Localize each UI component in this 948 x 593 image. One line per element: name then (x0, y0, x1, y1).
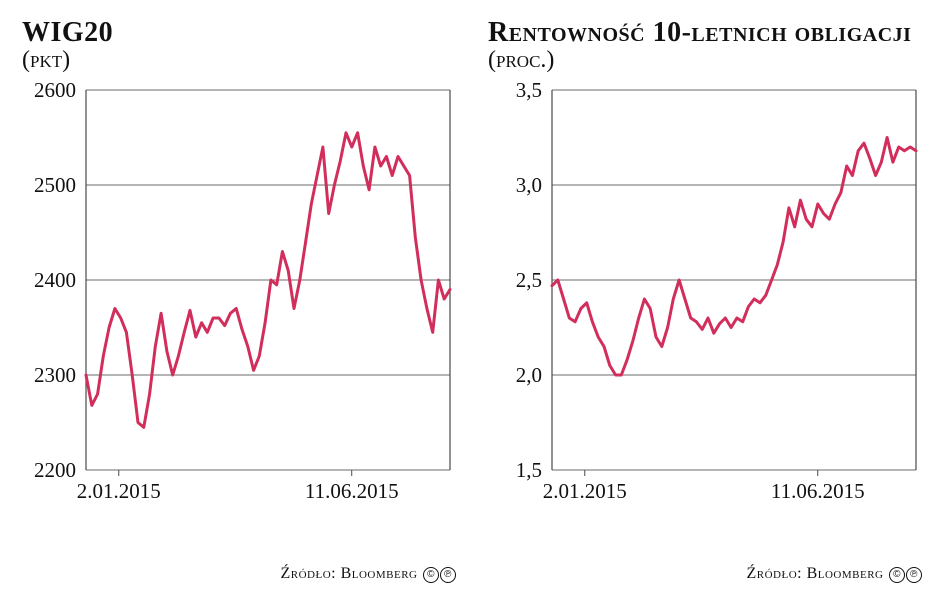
source-text: Źródło: Bloomberg (746, 565, 883, 582)
svg-text:11.06.2015: 11.06.2015 (305, 479, 399, 503)
svg-text:2.01.2015: 2.01.2015 (77, 479, 161, 503)
chart-bond10y: 1,5 2,0 2,5 3,0 3,5 2.01.2015 11.06.2015 (488, 82, 928, 561)
chart-wig20: 2200 2300 2400 2500 2600 2.01.2015 11.06.2015 (22, 82, 462, 561)
title-block-bond: Rentowność 10-letnich obligacji (proc.) (488, 18, 928, 82)
panel-wig20: WIG20 (pkt) 2200 2300 2400 2500 2600 2.01.201… (22, 18, 462, 583)
chart-svg-bond10y: 1,5 2,0 2,5 3,0 3,5 2.01.2015 11.06.2015 (488, 82, 928, 512)
source-line: Źródło: Bloomberg ©℗ (488, 561, 928, 583)
svg-text:2200: 2200 (34, 458, 76, 482)
phonogram-icon: ℗ (440, 567, 456, 583)
svg-text:2400: 2400 (34, 268, 76, 292)
chart-unit: (proc.) (488, 47, 554, 73)
svg-text:1,5: 1,5 (516, 458, 542, 482)
source-line: Źródło: Bloomberg ©℗ (22, 561, 462, 583)
svg-text:2,5: 2,5 (516, 268, 542, 292)
svg-text:2600: 2600 (34, 82, 76, 102)
copyright-icon: © (889, 567, 905, 583)
svg-text:3,5: 3,5 (516, 82, 542, 102)
source-text: Źródło: Bloomberg (280, 565, 417, 582)
svg-text:11.06.2015: 11.06.2015 (771, 479, 865, 503)
panel-bond10y: Rentowność 10-letnich obligacji (proc.) … (488, 18, 928, 583)
svg-text:2.01.2015: 2.01.2015 (543, 479, 627, 503)
svg-text:2300: 2300 (34, 363, 76, 387)
svg-text:2,0: 2,0 (516, 363, 542, 387)
phonogram-icon: ℗ (906, 567, 922, 583)
figure-page: WIG20 (pkt) 2200 2300 2400 2500 2600 2.01.201… (0, 0, 948, 593)
svg-text:3,0: 3,0 (516, 173, 542, 197)
chart-unit: (pkt) (22, 47, 70, 73)
chart-svg-wig20: 2200 2300 2400 2500 2600 2.01.2015 11.06.2015 (22, 82, 462, 512)
title-block-wig20: WIG20 (pkt) (22, 18, 462, 82)
chart-title: Rentowność 10-letnich obligacji (488, 17, 911, 48)
svg-text:2500: 2500 (34, 173, 76, 197)
copyright-icon: © (423, 567, 439, 583)
chart-title: WIG20 (22, 17, 113, 48)
